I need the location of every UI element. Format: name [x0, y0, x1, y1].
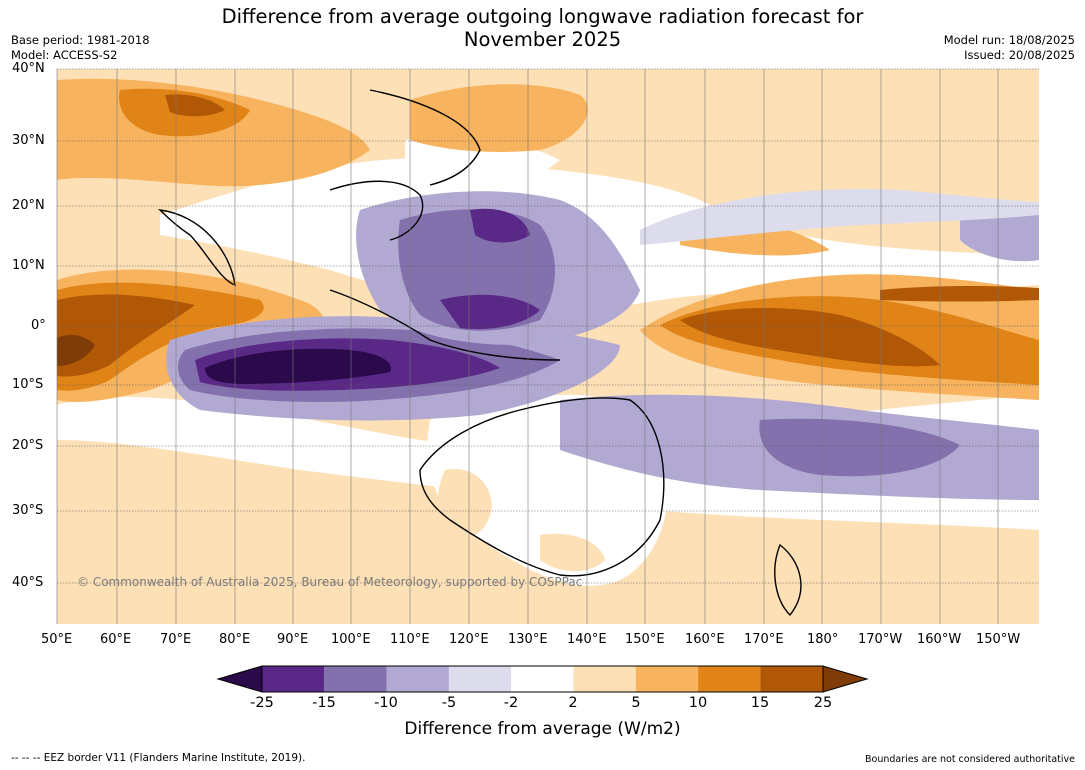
colorbar-tick: 10: [688, 695, 708, 711]
lon-label-70e: 70°E: [160, 632, 192, 647]
lon-label-110e: 110°E: [390, 632, 430, 647]
lon-label-160e: 160°E: [685, 632, 725, 647]
lon-label-140e: 140°E: [567, 632, 607, 647]
copyright-text: © Commonwealth of Australia 2025, Bureau…: [77, 575, 582, 589]
coastline-australia: [419, 397, 665, 577]
colorbar-tick: -25: [250, 695, 274, 711]
colorbar-swatch-3: [386, 666, 449, 692]
colorbar-swatch-4: [448, 666, 512, 692]
lon-label-150e: 150°E: [625, 632, 665, 647]
model-run: Model run: 18/08/2025: [943, 33, 1075, 47]
coastline-india: [158, 209, 236, 287]
lon-label-170e: 170°E: [744, 632, 784, 647]
positive-pacific-25: [680, 308, 940, 367]
colorbar-tick: 25: [813, 695, 833, 711]
eez-note: -- -- -- EEZ border V11 (Flanders Marine…: [11, 752, 306, 764]
negative-pacific-light: [640, 189, 1039, 245]
model-name: Model: ACCESS-S2: [11, 48, 118, 62]
colorbar-swatch-7: [635, 666, 699, 692]
positive-pacific-north: [880, 285, 1039, 302]
title-line-2: November 2025: [463, 28, 622, 51]
negative-io-25: [205, 348, 391, 384]
colorbar-tick: 5: [631, 695, 641, 711]
lat-label-40s: 40°S: [12, 575, 44, 590]
map-title: Difference from average outgoing longwav…: [0, 5, 1085, 51]
negative-south-pacific-10: [759, 418, 960, 477]
positive-west-io-max: [57, 334, 95, 366]
colorbar-swatch-2: [324, 666, 387, 692]
colorbar-tick: 2: [568, 695, 578, 711]
title-line-1: Difference from average outgoing longwav…: [221, 5, 864, 28]
lat-label-10s: 10°S: [12, 377, 44, 392]
lon-label-170w: 170°W: [858, 632, 903, 647]
lon-label-120e: 120°E: [449, 632, 489, 647]
lat-label-40n: 40°N: [12, 61, 45, 76]
coastline-new-zealand: [774, 543, 802, 617]
colorbar-swatch-6: [573, 666, 636, 692]
colorbar-swatch-1: [262, 666, 325, 692]
colorbar-frame: [261, 665, 824, 693]
colorbar-swatch-5: [511, 666, 574, 692]
colorbar-tick: 15: [750, 695, 770, 711]
lon-label-60e: 60°E: [100, 632, 132, 647]
base-period: Base period: 1981-2018: [11, 33, 150, 47]
colorbar-tick: -2: [503, 695, 519, 711]
positive-tibet-max: [165, 94, 225, 117]
lat-label-20s: 20°S: [12, 438, 44, 453]
issued-date: Issued: 20/08/2025: [964, 48, 1075, 62]
anomaly-fields: [57, 69, 1039, 624]
negative-maritime-15: [440, 294, 540, 330]
lat-label-10n: 10°N: [12, 258, 45, 273]
positive-east-china: [410, 84, 588, 152]
lon-label-160w: 160°W: [917, 632, 962, 647]
negative-philippines-15: [470, 208, 530, 243]
colorbar-tick: -10: [374, 695, 398, 711]
colorbar-swatch-9: [760, 666, 823, 692]
lat-label-30s: 30°S: [12, 503, 44, 518]
colorbar-tick: -5: [441, 695, 457, 711]
lon-label-180: 180°: [807, 632, 839, 647]
colorbar-tick: -15: [312, 695, 336, 711]
lon-label-50e: 50°E: [41, 632, 73, 647]
boundary-disclaimer: Boundaries are not considered authoritat…: [865, 754, 1075, 765]
lon-label-130e: 130°E: [508, 632, 548, 647]
colorbar-title: Difference from average (W/m2): [404, 719, 681, 739]
lon-label-90e: 90°E: [277, 632, 309, 647]
colorbar-swatch-8: [698, 666, 761, 692]
lon-label-150w: 150°W: [976, 632, 1021, 647]
lat-label-30n: 30°N: [12, 133, 45, 148]
meridians: [56, 69, 999, 624]
lat-label-eq: 0°: [31, 318, 46, 333]
coastline-indochina: [329, 180, 424, 241]
colorbar-min-arrow: [216, 665, 263, 693]
positive-patch-sa: [540, 533, 605, 572]
lon-label-100e: 100°E: [331, 632, 371, 647]
coastline-indonesia: [329, 289, 561, 361]
lon-label-80e: 80°E: [219, 632, 251, 647]
lat-label-20n: 20°N: [12, 198, 45, 213]
coastline-china: [369, 89, 481, 186]
colorbar-max-arrow: [822, 665, 869, 693]
positive-west-io-25: [57, 294, 195, 377]
